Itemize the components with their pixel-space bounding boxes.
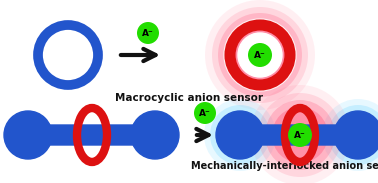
Circle shape: [230, 25, 290, 85]
Circle shape: [334, 111, 378, 159]
Circle shape: [226, 21, 294, 89]
FancyBboxPatch shape: [25, 125, 158, 145]
Circle shape: [265, 100, 335, 170]
Circle shape: [212, 7, 308, 103]
Circle shape: [272, 107, 328, 163]
Circle shape: [248, 43, 272, 67]
Text: A⁻: A⁻: [254, 51, 266, 59]
Circle shape: [205, 0, 315, 110]
Text: A⁻: A⁻: [294, 130, 306, 139]
Circle shape: [137, 22, 159, 44]
Circle shape: [328, 105, 378, 165]
Circle shape: [258, 93, 342, 177]
Circle shape: [4, 111, 52, 159]
Circle shape: [322, 99, 378, 171]
Circle shape: [131, 111, 179, 159]
Circle shape: [194, 102, 216, 124]
Text: A⁻: A⁻: [199, 109, 211, 117]
Circle shape: [250, 85, 350, 183]
Circle shape: [238, 33, 282, 77]
FancyBboxPatch shape: [237, 125, 361, 145]
Circle shape: [204, 99, 276, 171]
Circle shape: [210, 105, 270, 165]
Circle shape: [218, 13, 302, 97]
Text: A⁻: A⁻: [142, 29, 154, 38]
Text: Mechanically-interlocked anion sensor: Mechanically-interlocked anion sensor: [191, 161, 378, 171]
Circle shape: [38, 25, 98, 85]
Circle shape: [216, 111, 264, 159]
Circle shape: [288, 123, 312, 147]
Text: Macrocyclic anion sensor: Macrocyclic anion sensor: [115, 93, 263, 103]
Circle shape: [224, 19, 296, 91]
